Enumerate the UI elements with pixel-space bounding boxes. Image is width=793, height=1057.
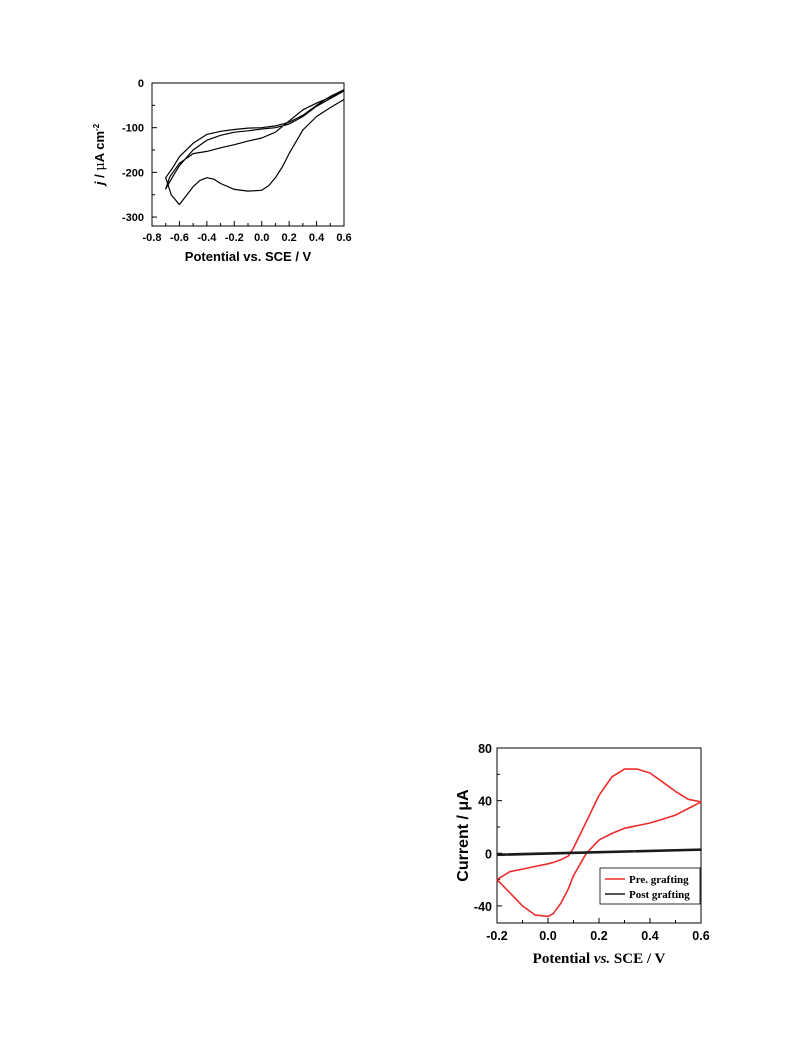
x-axis-title-part: Potential: [533, 951, 594, 967]
x-tick-label: -0.2: [225, 232, 244, 244]
x-axis-title: Potential vs. SCE / V: [533, 951, 666, 967]
cv-chart-top: -0.8 -0.6 -0.4 -0.2 0.0 0.2 0.4 0.6 0 -100 -200 -30…: [80, 70, 370, 275]
y-tick-label: 0: [138, 78, 144, 90]
y-tick-label: -100: [122, 123, 144, 135]
cv-chart-bottom-svg: -0.2 0.0 0.2 0.4 0.6 80 40 0 -40 Pre. grafting Pos…: [455, 742, 710, 967]
x-tick-label: 0.0: [539, 929, 556, 943]
x-tick-label: -0.8: [143, 232, 162, 244]
x-axis-title: Potential vs. SCE / V: [185, 249, 312, 264]
y-tick-label: 40: [478, 795, 492, 809]
y-axis-title-mu: μ: [93, 162, 108, 170]
y-axis-title-symbol: j: [92, 181, 107, 187]
y-axis-title-sep: /: [92, 171, 107, 182]
y-tick-label: -40: [474, 900, 492, 914]
legend-label: Pre. grafting: [629, 874, 689, 886]
y-axis-title: Current / μA: [455, 789, 472, 882]
x-tick-label: 0.2: [281, 232, 296, 244]
x-axis-title-italic: vs.: [594, 951, 610, 967]
x-axis-title-part: SCE / V: [610, 951, 665, 967]
x-tick-label: -0.2: [486, 929, 508, 943]
y-tick-label: 80: [478, 742, 492, 756]
x-tick-label: 0.0: [254, 232, 269, 244]
y-tick-label: -300: [122, 212, 144, 224]
y-axis-title-exponent: -2: [92, 123, 101, 131]
cv-chart-bottom: -0.2 0.0 0.2 0.4 0.6 80 40 0 -40 Pre. grafting Pos…: [450, 735, 720, 967]
x-tick-label: 0.2: [590, 929, 607, 943]
x-tick-label: 0.4: [641, 929, 658, 943]
x-tick-label: -0.4: [197, 232, 217, 244]
y-axis-title-unit: A cm: [92, 131, 107, 162]
series-line-1: [165, 90, 345, 190]
x-tick-label: 0.6: [692, 929, 709, 943]
y-tick-label: 0: [485, 847, 492, 861]
x-tick-label: -0.6: [170, 232, 189, 244]
series-line-2: [165, 89, 345, 206]
series-line-1: [496, 768, 702, 918]
series-line-2: [496, 848, 702, 857]
x-tick-label: 0.6: [336, 232, 351, 244]
cv-chart-top-svg: -0.8 -0.6 -0.4 -0.2 0.0 0.2 0.4 0.6 0 -100 -200 -30…: [92, 78, 352, 264]
legend-label: Post grafting: [629, 889, 690, 901]
y-axis-title: j / μA cm-2: [92, 123, 108, 187]
legend-box: [599, 867, 701, 905]
y-tick-label: -200: [122, 167, 144, 179]
x-tick-label: 0.4: [309, 232, 325, 244]
